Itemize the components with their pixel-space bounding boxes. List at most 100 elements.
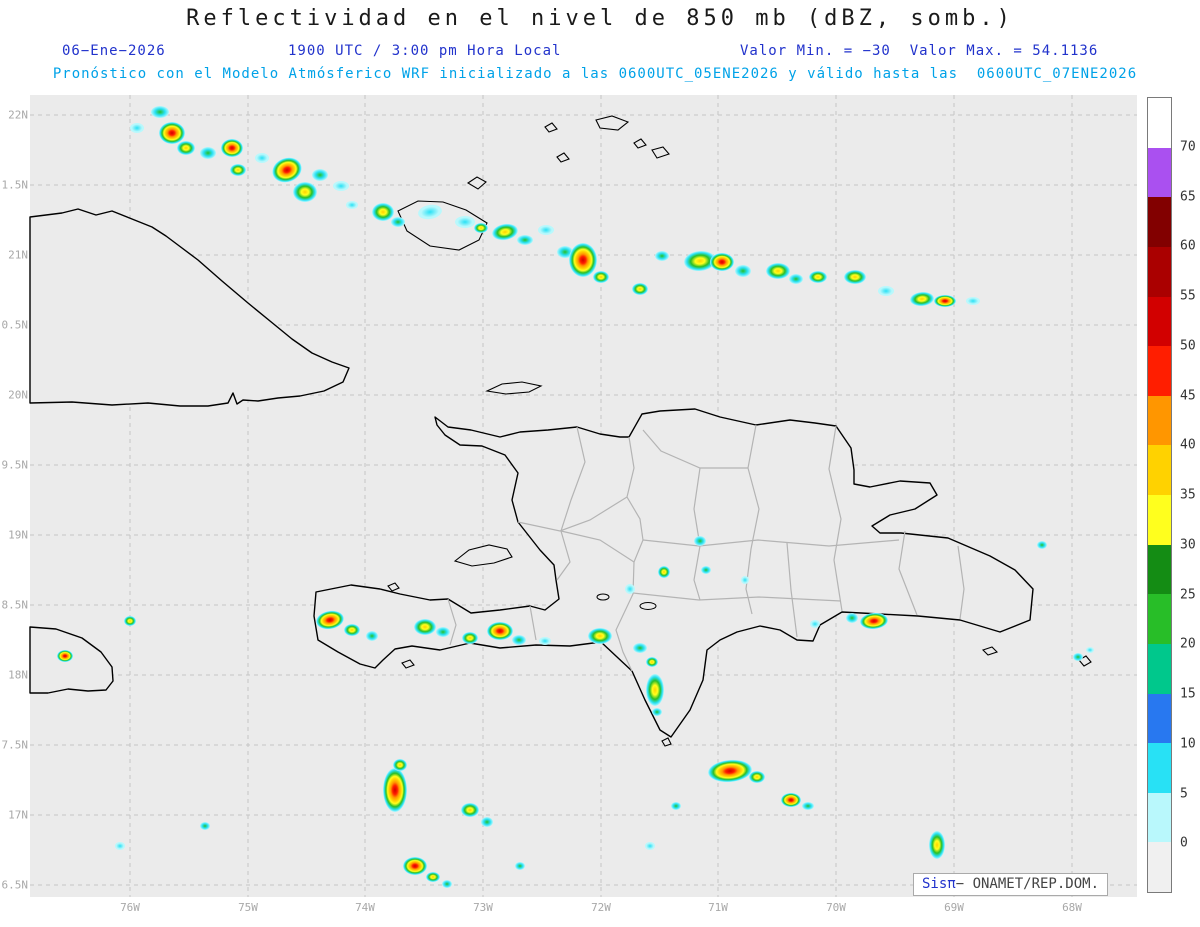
province-border [786, 542, 798, 638]
reflectivity-cell [393, 759, 407, 771]
reflectivity-cell [487, 622, 513, 640]
jamaica-coastline [29, 626, 114, 694]
colorbar-tick-label: 45 [1180, 388, 1196, 403]
watermark-brand: Sisπ [922, 876, 956, 892]
reflectivity-cell [593, 271, 609, 283]
reflectivity-cell [910, 291, 934, 307]
colorbar-segment [1148, 842, 1171, 892]
reflectivity-cell [588, 628, 612, 644]
small-island-coastline [556, 152, 570, 163]
reflectivity-cell [57, 650, 73, 662]
reflectivity-cell [372, 203, 394, 221]
province-border [642, 429, 748, 469]
reflectivity-cell [802, 802, 814, 810]
province-border [957, 545, 965, 620]
forecast-description: Pronóstico con el Modelo Atmósferico WRF… [52, 66, 1138, 82]
reflectivity-cell [632, 283, 648, 295]
reflectivity-cell [151, 106, 169, 118]
lat-tick-label: 22N [8, 108, 28, 122]
lon-tick-label: 75W [238, 901, 258, 914]
colorbar-tick-label: 40 [1180, 437, 1196, 453]
small-island-coastline [387, 582, 400, 592]
reflectivity-cell [658, 566, 670, 578]
reflectivity-cell [312, 169, 328, 181]
reflectivity-cell [316, 610, 344, 630]
colorbar-segment [1148, 197, 1171, 247]
province-border [447, 598, 457, 646]
reflectivity-cell [539, 637, 551, 645]
reflectivity-cell [789, 274, 803, 284]
colorbar-segment [1148, 643, 1171, 694]
province-border [517, 496, 628, 532]
reflectivity-cell [846, 613, 858, 623]
reflectivity-cell [426, 872, 440, 882]
cuba-coastline [29, 208, 350, 407]
reflectivity-cell [966, 297, 980, 305]
lat-tick-label: 8.5N [1, 598, 29, 612]
reflectivity-cell [293, 182, 317, 202]
reflectivity-cell [414, 619, 436, 635]
colorbar-segment [1148, 495, 1171, 545]
colorbar-tick-label: 15 [1180, 686, 1196, 702]
reflectivity-cell [221, 139, 243, 157]
province-border [745, 424, 760, 615]
reflectivity-cell [177, 141, 195, 155]
reflectivity-cell [646, 657, 658, 667]
colorbar-segment [1148, 246, 1171, 297]
reflectivity-cell [418, 204, 442, 220]
reflectivity-cell [515, 862, 525, 870]
colorbar-segment [1148, 743, 1171, 793]
colorbar-tick-label: 65 [1180, 189, 1196, 204]
reflectivity-cell [701, 566, 711, 574]
colorbar-segment [1148, 792, 1171, 843]
province-border [615, 436, 644, 672]
province-border [642, 539, 900, 547]
lake-outline [596, 593, 610, 601]
valid-time: 1900 UTC / 3:00 pm Hora Local [288, 43, 562, 59]
reflectivity-cell [512, 635, 526, 645]
colorbar-segment [1148, 544, 1171, 595]
reflectivity-cell [333, 181, 349, 191]
province-border [560, 530, 635, 563]
province-border [632, 592, 842, 602]
reflectivity-cell [461, 803, 479, 817]
lake-outline [639, 602, 657, 610]
reflectivity-cell [646, 674, 664, 706]
reflectivity-cell [272, 157, 302, 183]
colorbar-segment [1148, 147, 1171, 198]
chart-title: Reflectividad en el nivel de 850 mb (dBZ… [186, 6, 1014, 31]
colorbar-segment [1148, 296, 1171, 347]
reflectivity-cell [934, 295, 956, 307]
reflectivity-cell [124, 616, 136, 626]
reflectivity-cell [625, 584, 635, 594]
reflectivity-cell [749, 771, 765, 783]
small-island-coastline [661, 737, 672, 747]
reflectivity-cell [436, 627, 450, 637]
colorbar-tick-label: 55 [1180, 288, 1196, 304]
reflectivity-cell [1073, 653, 1083, 661]
reflectivity-cell [159, 122, 185, 144]
lat-tick-label: 19N [8, 528, 28, 542]
colorbar-tick-label: 35 [1180, 487, 1196, 503]
reflectivity-cell [809, 271, 827, 283]
province-border [529, 605, 537, 641]
colorbar-tick-label: 0 [1180, 835, 1188, 851]
lat-tick-label: 18N [8, 668, 28, 682]
lon-tick-label: 71W [708, 901, 728, 914]
small-island-coastline [633, 138, 647, 149]
lon-tick-label: 76W [120, 901, 140, 914]
reflectivity-cell [255, 153, 269, 163]
lat-tick-label: 20N [8, 388, 28, 402]
reflectivity-cell [366, 631, 378, 641]
watermark-org: − ONAMET/REP.DOM. [955, 876, 1100, 892]
reflectivity-cell [403, 857, 427, 875]
colorbar-segment [1148, 395, 1171, 446]
reflectivity-cell [538, 225, 554, 235]
province-border [898, 530, 918, 616]
small-island-coastline [453, 544, 513, 567]
reflectivity-cell [652, 708, 662, 716]
reflectivity-cell [442, 880, 452, 888]
reflectivity-cell [684, 250, 716, 272]
lat-tick-label: 1.5N [1, 178, 29, 192]
